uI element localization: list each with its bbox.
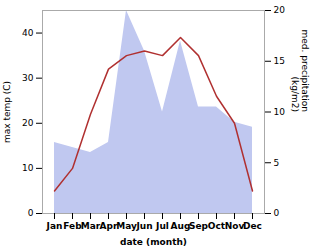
svg-text:Feb: Feb [63,221,82,231]
svg-text:40: 40 [22,28,34,38]
svg-text:med. precipitation(kg/m2): med. precipitation(kg/m2) [290,30,310,112]
svg-text:date (month): date (month) [120,237,187,247]
svg-text:Jan: Jan [46,221,63,231]
svg-text:Nov: Nov [225,221,245,231]
svg-text:30: 30 [22,73,34,83]
svg-text:5: 5 [274,158,280,168]
svg-text:20: 20 [22,118,34,128]
svg-text:10: 10 [22,163,34,173]
svg-text:15: 15 [274,56,285,66]
svg-text:Jul: Jul [155,221,169,231]
svg-text:0: 0 [28,208,34,218]
svg-text:Apr: Apr [99,220,118,231]
svg-text:Mar: Mar [81,221,101,231]
svg-text:May: May [116,221,137,231]
svg-text:Dec: Dec [243,221,262,231]
svg-text:Oct: Oct [208,221,226,231]
svg-text:10: 10 [274,107,286,117]
svg-text:Jun: Jun [135,221,152,231]
svg-text:Aug: Aug [171,221,191,231]
svg-text:20: 20 [274,5,286,15]
svg-text:Sep: Sep [189,221,209,231]
svg-text:max temp (C): max temp (C) [2,81,12,143]
svg-text:0: 0 [274,208,280,218]
